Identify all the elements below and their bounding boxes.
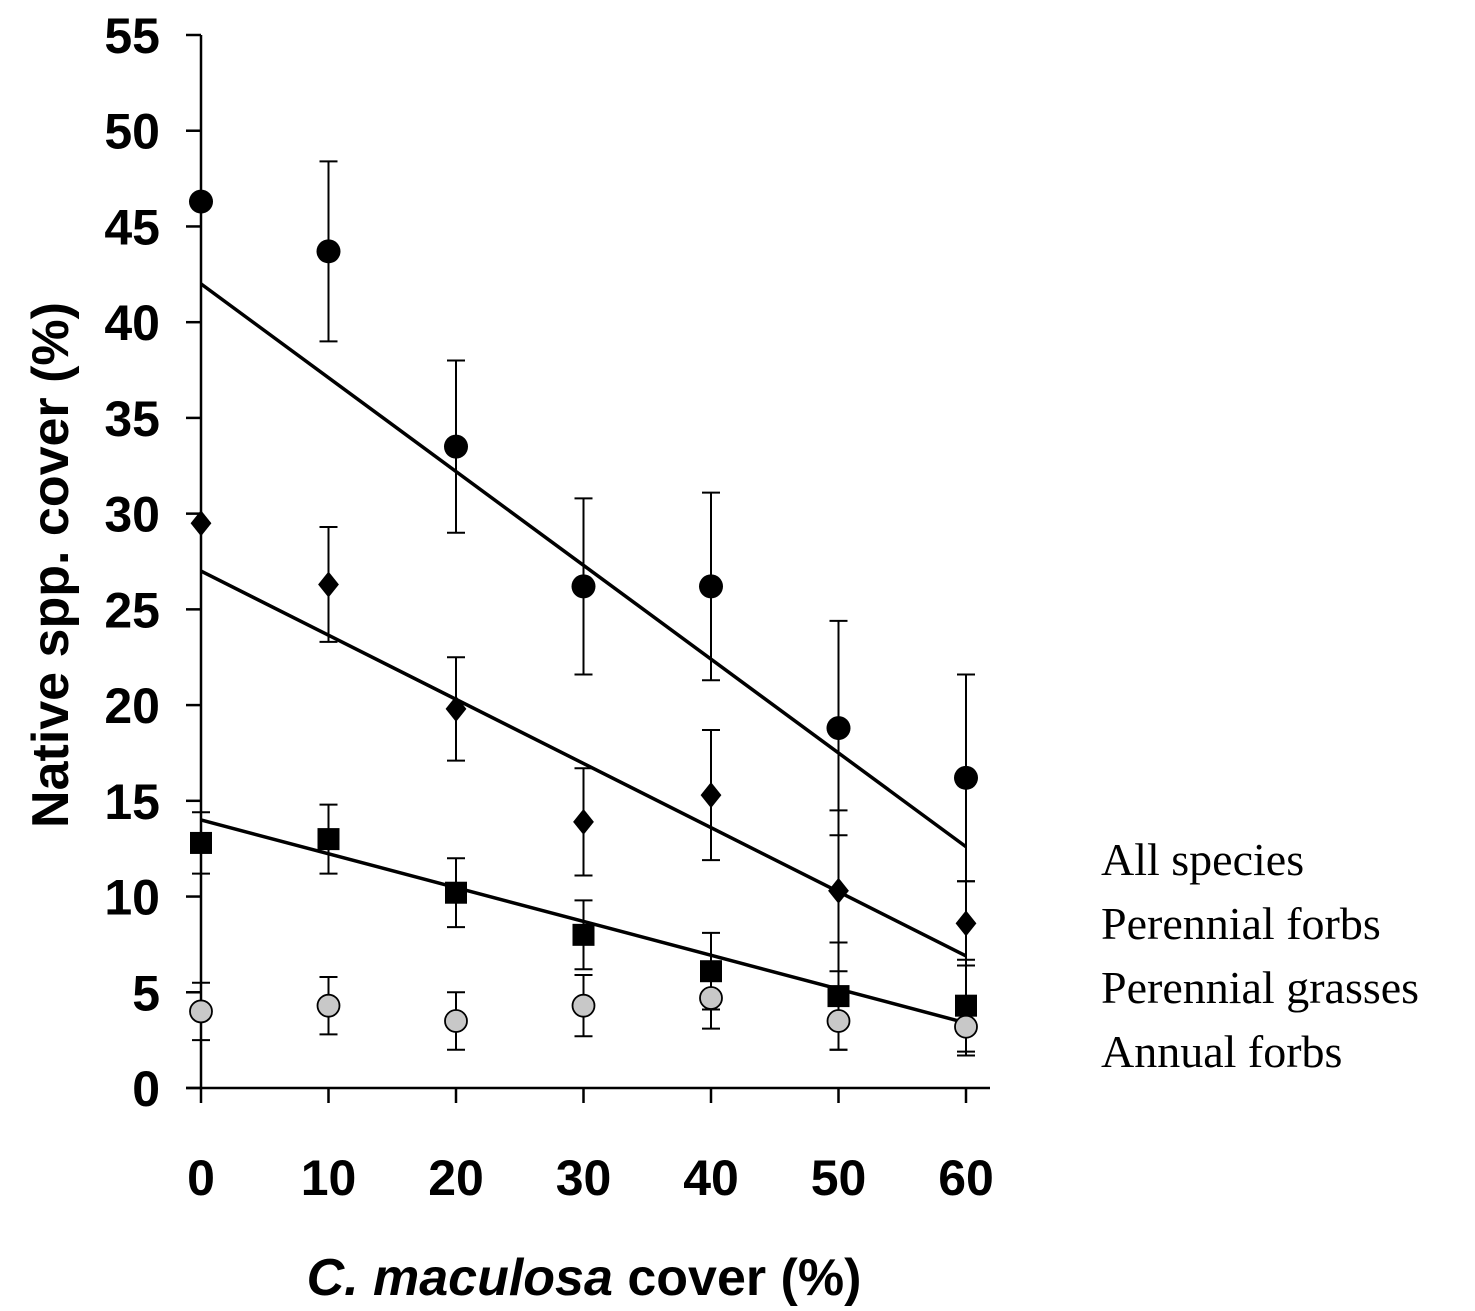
y-tick-label: 0 bbox=[132, 1061, 160, 1117]
data-point-annual-forbs bbox=[954, 1014, 978, 1039]
y-tick-label: 25 bbox=[104, 582, 160, 638]
x-tick-label: 20 bbox=[428, 1150, 484, 1206]
data-point-annual-forbs bbox=[571, 993, 596, 1018]
data-point-all-species bbox=[826, 716, 851, 741]
x-tick-label: 40 bbox=[683, 1150, 739, 1206]
data-point-perennial-forbs bbox=[190, 510, 212, 537]
y-tick-label: 35 bbox=[104, 391, 160, 447]
data-point-perennial-forbs bbox=[573, 808, 594, 835]
data-point-perennial-grasses bbox=[827, 985, 850, 1008]
data-point-annual-forbs bbox=[826, 1009, 851, 1033]
x-tick-label: 50 bbox=[811, 1150, 867, 1206]
data-point-perennial-grasses bbox=[317, 828, 340, 851]
legend-label-annual-forbs: Annual forbs bbox=[1101, 1026, 1342, 1077]
y-tick-label: 20 bbox=[104, 678, 160, 734]
data-point-perennial-grasses bbox=[700, 960, 722, 983]
data-point-perennial-grasses bbox=[445, 881, 467, 904]
data-point-perennial-grasses bbox=[955, 994, 977, 1017]
x-axis-title-rest: cover (%) bbox=[613, 1249, 862, 1307]
data-point-annual-forbs bbox=[189, 999, 213, 1024]
x-axis-title-italic: C. maculosa bbox=[307, 1249, 613, 1307]
tick-labels: 0 5 10 15 20 25 30 35 40 45 50 55 0 10 20 30 40 50 60 bbox=[104, 8, 993, 1206]
data-point-annual-forbs bbox=[316, 993, 341, 1018]
x-tick-label: 0 bbox=[187, 1150, 215, 1206]
data-point-perennial-forbs bbox=[700, 782, 722, 809]
y-axis-title: Native spp. cover (%) bbox=[22, 302, 80, 828]
data-point-perennial-grasses bbox=[572, 923, 595, 946]
data-point-all-species bbox=[189, 189, 213, 214]
x-axis-title: C. maculosa cover (%) bbox=[307, 1249, 862, 1307]
data-point-perennial-forbs bbox=[828, 877, 849, 904]
data-point-all-species bbox=[699, 574, 723, 599]
data-point-annual-forbs bbox=[699, 986, 723, 1010]
data-point-all-species bbox=[571, 574, 596, 599]
data-point-all-species bbox=[316, 239, 341, 264]
data-point-perennial-forbs bbox=[318, 571, 339, 598]
y-tick-label: 30 bbox=[104, 487, 160, 543]
y-tick-label: 55 bbox=[104, 8, 160, 64]
y-tick-label: 5 bbox=[132, 965, 160, 1021]
x-tick-label: 30 bbox=[556, 1150, 612, 1206]
x-tick-label: 10 bbox=[301, 1150, 357, 1206]
data-points bbox=[189, 189, 978, 1039]
data-point-annual-forbs bbox=[444, 1009, 468, 1033]
y-tick-label: 15 bbox=[104, 774, 160, 830]
legend-label-all-species: All species bbox=[1101, 834, 1304, 885]
y-tick-label: 45 bbox=[104, 199, 160, 255]
data-point-perennial-forbs bbox=[955, 910, 977, 937]
x-tick-label: 60 bbox=[938, 1150, 994, 1206]
error-bars bbox=[192, 160, 975, 1057]
data-point-all-species bbox=[954, 765, 978, 790]
data-point-perennial-grasses bbox=[190, 831, 212, 854]
legend-label-perennial-grasses: Perennial grasses bbox=[1101, 962, 1419, 1013]
data-point-all-species bbox=[444, 434, 468, 459]
legend-label-perennial-forbs: Perennial forbs bbox=[1101, 898, 1381, 949]
y-tick-label: 10 bbox=[104, 870, 160, 926]
data-point-perennial-forbs bbox=[445, 695, 467, 722]
y-tick-label: 40 bbox=[104, 295, 160, 351]
y-tick-label: 50 bbox=[104, 104, 160, 160]
legend: All species Perennial forbs Perennial gr… bbox=[1101, 834, 1419, 1077]
